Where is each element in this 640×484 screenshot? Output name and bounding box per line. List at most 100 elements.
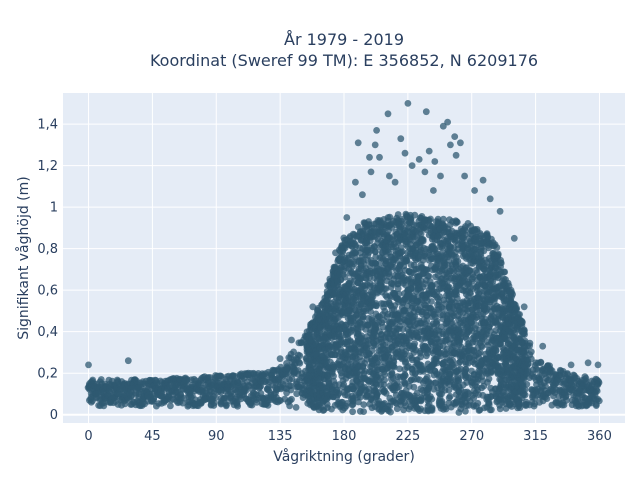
y-axis-label: Signifikant våghöjd (m) [15, 176, 32, 339]
data-point [286, 402, 293, 410]
x-tick-label: 270 [459, 429, 484, 444]
y-tick-label: 1 [50, 201, 58, 216]
chart-title-line-2: Koordinat (Sweref 99 TM): E 356852, N 62… [150, 51, 538, 70]
data-point [343, 400, 351, 407]
outlier-point [386, 172, 393, 180]
data-point [287, 386, 295, 394]
outlier-point [85, 361, 92, 369]
data-point [487, 369, 495, 377]
y-tick-label: 1,4 [37, 118, 58, 133]
data-point [150, 395, 158, 403]
data-point [387, 408, 394, 416]
y-tick-label: 0 [50, 408, 58, 423]
data-point [217, 373, 225, 380]
data-point [427, 215, 434, 223]
data-point [360, 401, 368, 408]
outlier-point [430, 187, 437, 194]
outlier-point [359, 191, 366, 199]
data-point [500, 268, 508, 276]
data-point [521, 331, 528, 338]
outlier-point [309, 303, 317, 311]
data-point [351, 249, 359, 257]
data-point [334, 391, 342, 399]
outlier-point [366, 153, 373, 161]
data-point [516, 311, 523, 318]
y-tick-label: 0,8 [37, 242, 58, 257]
data-point [428, 298, 435, 305]
x-tick-label: 315 [523, 429, 548, 444]
data-point [381, 376, 388, 384]
outlier-point [457, 139, 464, 147]
x-tick-label: 360 [587, 429, 612, 444]
data-point [288, 395, 295, 403]
data-point [526, 342, 533, 350]
y-tick-label: 0,6 [37, 284, 58, 299]
chart-title-line-1: År 1979 - 2019 [284, 30, 404, 49]
data-point [341, 273, 349, 281]
outlier-point [367, 168, 375, 176]
data-point [97, 376, 105, 383]
data-point [517, 318, 525, 325]
data-point [357, 393, 364, 401]
data-point [428, 395, 436, 403]
outlier-point [401, 149, 409, 157]
data-point [527, 348, 535, 356]
data-point [521, 391, 529, 399]
outlier-point [471, 187, 478, 194]
data-point [453, 218, 461, 226]
data-point [462, 407, 469, 415]
outlier-point [594, 361, 602, 369]
data-point [395, 383, 403, 391]
x-tick-label: 225 [395, 429, 420, 444]
x-tick-label: 90 [208, 429, 225, 444]
outlier-point [444, 118, 451, 126]
outlier-point [332, 249, 339, 257]
data-point [182, 376, 189, 384]
data-point [423, 345, 431, 353]
x-tick-label: 180 [332, 429, 357, 444]
data-point [410, 383, 418, 391]
outlier-point [354, 139, 362, 147]
outlier-point [415, 156, 423, 163]
data-point [360, 408, 367, 415]
outlier-point [422, 108, 430, 116]
data-point [462, 366, 469, 373]
outlier-point [510, 234, 518, 242]
data-point [446, 393, 454, 400]
data-point [346, 307, 353, 315]
data-point [293, 390, 301, 398]
x-tick-label: 45 [144, 429, 161, 444]
outlier-point [343, 214, 351, 221]
outlier-point [352, 178, 359, 186]
y-tick-label: 1,2 [37, 159, 58, 174]
outlier-point [373, 126, 380, 134]
data-point [513, 304, 520, 312]
data-point [428, 407, 436, 414]
outlier-point [451, 133, 459, 141]
data-point [593, 387, 601, 395]
x-axis-label: Vågriktning (grader) [273, 448, 415, 465]
data-point [496, 405, 504, 413]
data-point [242, 387, 250, 394]
data-point [283, 360, 290, 367]
data-point [255, 384, 263, 392]
outlier-point [391, 178, 399, 186]
data-point [330, 372, 337, 380]
outlier-point [496, 207, 504, 215]
data-point [497, 259, 504, 267]
data-point [222, 402, 230, 410]
data-point [357, 275, 365, 282]
outlier-point [539, 342, 547, 350]
data-point [385, 270, 392, 278]
data-point [508, 293, 515, 301]
data-point [440, 215, 447, 223]
data-point [485, 399, 493, 406]
data-point [494, 250, 502, 258]
data-point [340, 381, 348, 388]
y-tick-label: 0,2 [37, 367, 58, 382]
outlier-point [479, 176, 487, 184]
data-point [212, 394, 220, 401]
outlier-point [567, 361, 575, 369]
